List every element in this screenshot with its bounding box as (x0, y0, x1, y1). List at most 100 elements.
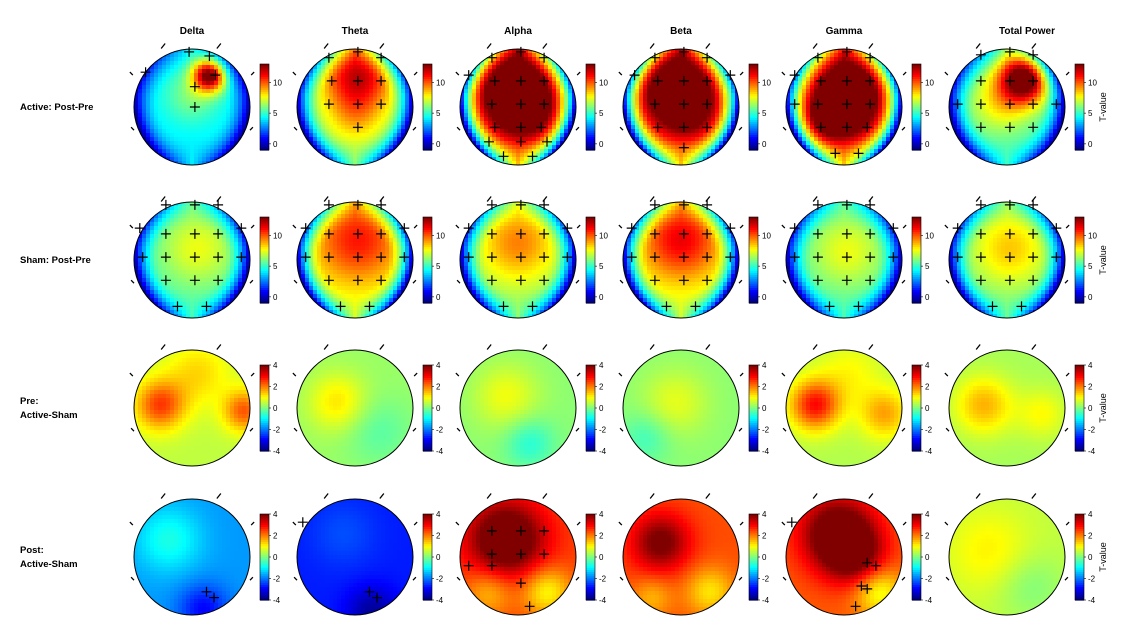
row-label: Active: Post-Pre (20, 102, 93, 113)
colorbar-tick-label: 10 (436, 78, 445, 87)
electrode-marker (841, 46, 852, 57)
colorbar-tick-label: 0 (1088, 553, 1093, 562)
electrode-marker (1028, 228, 1039, 239)
head-outline (785, 349, 903, 467)
electrode-marker (1004, 199, 1015, 210)
colorbar-tick-label: -4 (925, 596, 933, 605)
colorbar-tick-label: 0 (436, 140, 441, 149)
electrode-marker (702, 199, 713, 210)
colorbar: 10 5 0 T-value (1074, 216, 1108, 304)
colorbar: 4 2 0 -2 -4 (585, 361, 607, 456)
electrode-marker (975, 275, 986, 286)
electrode-marker (853, 301, 864, 312)
electrode-marker (975, 75, 986, 86)
electrode-marker (786, 517, 797, 528)
electrode-marker (201, 586, 212, 597)
colorbar-tick-label: 0 (925, 140, 930, 149)
electrode-marker (352, 46, 363, 57)
colorbar-tick-label: 10 (762, 78, 771, 87)
electrode-marker (213, 275, 224, 286)
colorbar-tick-label: 5 (436, 109, 441, 118)
electrode-marker (824, 301, 835, 312)
electrode-marker (352, 75, 363, 86)
electrode-marker (323, 52, 334, 63)
electrode-marker (1004, 75, 1015, 86)
colorbar-tick-label: 0 (273, 293, 278, 302)
electrode-marker (463, 70, 474, 81)
colorbar-tick-label: -4 (273, 596, 281, 605)
electrode-marker (862, 122, 873, 133)
topoplot (455, 344, 581, 467)
column-title: Alpha (504, 26, 532, 37)
electrode-marker (335, 301, 346, 312)
electrode-marker (649, 228, 660, 239)
colorbar-tick-label: 5 (599, 262, 604, 271)
electrode-marker (975, 122, 986, 133)
electrode-marker (498, 151, 509, 162)
electrode-marker (815, 122, 826, 133)
electrode-marker (399, 252, 410, 263)
head-outline-marks (292, 344, 418, 432)
electrode-marker (489, 75, 500, 86)
electrode-marker (300, 252, 311, 263)
colorbar: 10 5 0 (911, 216, 934, 304)
electrode-marker (725, 70, 736, 81)
electrode-marker (975, 252, 986, 263)
topoplot (455, 493, 581, 616)
electrode-marker (213, 252, 224, 263)
colorbar: 4 2 0 -2 -4 (259, 510, 281, 605)
electrode-marker (236, 252, 247, 263)
electrode-marker (160, 228, 171, 239)
head-outline-marks (292, 196, 418, 284)
head-outline-marks (944, 344, 1070, 432)
colorbar-tick-label: 10 (599, 78, 608, 87)
topoplot (618, 344, 744, 467)
electrode-marker (376, 75, 387, 86)
electrode-marker (297, 517, 308, 528)
colorbar-tick-label: 5 (1088, 262, 1093, 271)
colorbar-tick-label: 0 (436, 553, 441, 562)
head-outline-marks (618, 493, 744, 581)
head-outline-marks (129, 493, 255, 581)
colorbar-tick-label: 2 (925, 532, 930, 541)
head-outline-marks (455, 344, 581, 432)
colorbar-tick-label: 0 (1088, 404, 1093, 413)
electrode-marker (236, 223, 247, 234)
electrode-marker (515, 122, 526, 133)
electrode-marker (678, 275, 689, 286)
electrode-marker (725, 252, 736, 263)
electrode-marker (539, 52, 550, 63)
colorbar-tick-label: 5 (436, 262, 441, 271)
electrode-marker (1004, 275, 1015, 286)
electrode-marker (862, 557, 873, 568)
electrode-marker (841, 199, 852, 210)
topoplot (781, 196, 907, 319)
head-outline (948, 48, 1066, 166)
colorbar-tick-label: 10 (273, 231, 282, 240)
electrode-marker (1051, 252, 1062, 263)
electrode-marker (539, 75, 550, 86)
electrode-marker (1028, 49, 1039, 60)
colorbar-tick-label: 4 (599, 510, 604, 519)
electrode-marker (323, 228, 334, 239)
topoplot (455, 43, 581, 166)
colorbar-tick-label: 10 (1088, 78, 1097, 87)
electrode-marker (1004, 99, 1015, 110)
colorbar-title: T-value (1098, 92, 1108, 122)
colorbar-tick-label: 5 (925, 109, 930, 118)
electrode-marker (486, 228, 497, 239)
electrode-marker (376, 199, 387, 210)
colorbar: 10 5 0 (748, 63, 771, 151)
topoplot (944, 43, 1070, 166)
electrode-marker (789, 252, 800, 263)
electrode-marker (376, 275, 387, 286)
electrode-marker (515, 99, 526, 110)
colorbar-tick-label: 4 (1088, 510, 1093, 519)
electrode-marker (201, 301, 212, 312)
electrode-marker (140, 67, 151, 78)
head-outline (133, 349, 251, 467)
colorbar: 4 2 0 -2 -4 T-value (1074, 361, 1108, 456)
colorbar-tick-label: -4 (436, 447, 444, 456)
colorbar-tick-label: -4 (599, 596, 607, 605)
electrode-marker (486, 52, 497, 63)
